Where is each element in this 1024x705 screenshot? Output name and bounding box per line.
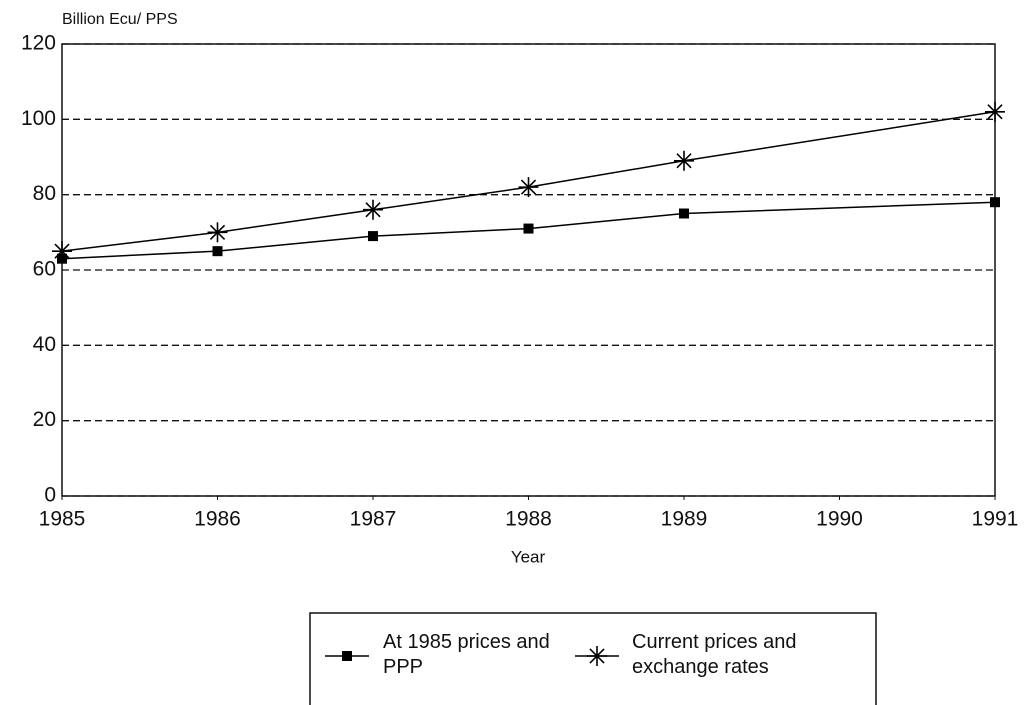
marker-shape	[212, 246, 223, 257]
x-tick-label: 1986	[194, 508, 241, 531]
marker-shape	[523, 223, 534, 234]
legend-label: Current prices and exchange rates	[632, 631, 797, 678]
x-tick-label: 1985	[39, 508, 86, 531]
marker-shape	[368, 231, 378, 242]
marker-shape	[365, 202, 381, 218]
series-line	[61, 201, 996, 260]
data-point	[363, 199, 383, 220]
data-point	[674, 150, 694, 171]
marker-shape	[209, 224, 226, 240]
y-tick-label: 60	[33, 258, 56, 281]
legend-marker	[342, 651, 352, 661]
data-point	[207, 222, 228, 243]
marker-shape	[520, 179, 537, 195]
marker-shape	[589, 648, 605, 664]
x-tick-label: 1988	[505, 508, 552, 531]
x-tick-label: 1990	[816, 508, 863, 531]
data-point	[212, 246, 223, 257]
legend-label: At 1985 prices and PPP	[383, 631, 550, 678]
data-point	[368, 231, 378, 242]
data-point	[523, 223, 534, 234]
data-point	[679, 208, 689, 219]
x-tick-label: 1987	[350, 508, 397, 531]
marker-shape	[342, 651, 352, 661]
data-point	[990, 197, 1000, 208]
marker-shape	[54, 243, 70, 259]
series-line	[61, 111, 996, 252]
x-tick-label: 1991	[972, 508, 1019, 531]
legend-box	[309, 612, 877, 705]
legend-marker	[587, 646, 607, 666]
x-axis-label: Year	[511, 547, 546, 566]
y-tick-label: 20	[33, 408, 56, 431]
plot-frame	[61, 43, 996, 497]
data-point	[52, 241, 72, 262]
y-tick-label: 40	[33, 333, 56, 356]
marker-shape	[679, 208, 689, 219]
y-tick-label: 100	[21, 107, 56, 130]
x-tick-label: 1989	[661, 508, 708, 531]
data-point	[518, 177, 539, 198]
marker-shape	[676, 153, 692, 169]
data-point	[985, 101, 1005, 122]
marker-shape	[990, 197, 1000, 208]
y-tick-label: 0	[44, 484, 56, 507]
y-tick-label: 120	[21, 32, 56, 55]
y-tick-label: 80	[33, 182, 56, 205]
marker-shape	[987, 104, 1003, 120]
y-axis-label: Billion Ecu/ PPS	[62, 11, 178, 28]
